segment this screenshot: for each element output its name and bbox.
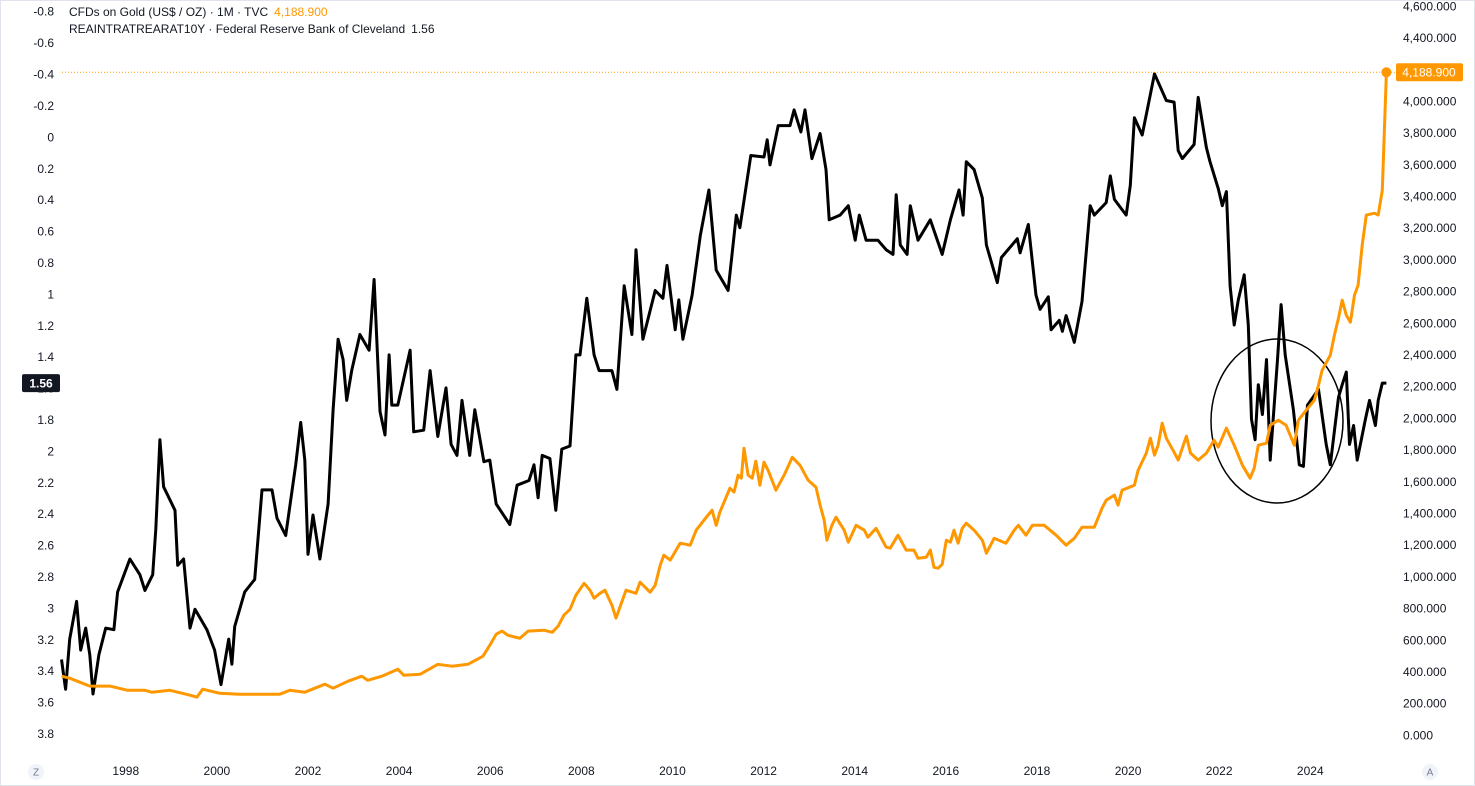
y2-tick-label: 2,200.000 bbox=[1403, 380, 1457, 394]
y2-tick-label: 3,800.000 bbox=[1403, 126, 1457, 140]
y2-tick-label: 1,200.000 bbox=[1403, 538, 1457, 552]
y-tick-label: 0.8 bbox=[37, 256, 54, 270]
y2-tick-label: 2,000.000 bbox=[1403, 411, 1457, 425]
x-tick-label: 2004 bbox=[386, 764, 413, 778]
value-box bbox=[22, 374, 60, 393]
series-line bbox=[61, 72, 1388, 699]
legend-value: 4,188.900 bbox=[274, 5, 328, 19]
value-label: 1.56 bbox=[29, 376, 53, 390]
button-bg[interactable] bbox=[1422, 764, 1438, 780]
y2-tick-label: 400.000 bbox=[1403, 665, 1447, 679]
highlight-circle bbox=[1210, 338, 1344, 504]
y-tick-label: 2 bbox=[47, 444, 54, 458]
button-bg[interactable] bbox=[28, 764, 44, 780]
y-tick-label: 0.4 bbox=[37, 193, 54, 207]
x-tick-label: 2006 bbox=[477, 764, 504, 778]
scale-button[interactable]: Z bbox=[28, 764, 44, 780]
button-label[interactable]: A bbox=[1427, 768, 1434, 779]
x-tick-label: 2024 bbox=[1297, 764, 1324, 778]
y2-tick-label: 3,400.000 bbox=[1403, 190, 1457, 204]
x-tick-label: 2000 bbox=[204, 764, 231, 778]
y-tick-label: 1.8 bbox=[37, 413, 54, 427]
y-tick-label: 1.4 bbox=[37, 350, 54, 364]
y-tick-label: 0.2 bbox=[37, 162, 54, 176]
y-tick-label: -0.4 bbox=[33, 68, 54, 82]
last-point bbox=[1381, 67, 1392, 78]
y-tick-label: 3.2 bbox=[37, 633, 54, 647]
x-tick-label: 2002 bbox=[295, 764, 322, 778]
x-tick-label: 1998 bbox=[112, 764, 139, 778]
y-tick-label: 2.4 bbox=[37, 507, 54, 521]
y-tick-label: 0 bbox=[47, 130, 54, 144]
price-label: 4,188.900 bbox=[1402, 65, 1456, 79]
y-tick-label: 3.4 bbox=[37, 664, 54, 678]
y2-tick-label: 4,400.000 bbox=[1403, 31, 1457, 45]
y2-tick-label: 200.000 bbox=[1403, 697, 1447, 711]
x-tick-label: 2008 bbox=[568, 764, 595, 778]
x-tick-label: 2012 bbox=[750, 764, 777, 778]
y-tick-label: 1 bbox=[47, 287, 54, 301]
y-tick-label: -0.8 bbox=[33, 5, 54, 19]
y2-tick-label: 3,000.000 bbox=[1403, 253, 1457, 267]
y2-tick-label: 2,600.000 bbox=[1403, 316, 1457, 330]
x-tick-label: 2014 bbox=[841, 764, 868, 778]
y-tick-label: 3 bbox=[47, 601, 54, 615]
legend-gold: CFDs on Gold (US$ / OZ) · 1M · TVC 4,188.… bbox=[69, 5, 328, 19]
y2-tick-label: 3,600.000 bbox=[1403, 158, 1457, 172]
y2-tick-label: 800.000 bbox=[1403, 602, 1447, 616]
legend-value: 1.56 bbox=[411, 22, 435, 36]
button-label[interactable]: Z bbox=[33, 768, 39, 779]
x-tick-label: 2022 bbox=[1206, 764, 1233, 778]
y2-tick-label: 1,600.000 bbox=[1403, 475, 1457, 489]
y-tick-label: 3.8 bbox=[37, 727, 54, 741]
x-tick-label: 2010 bbox=[659, 764, 686, 778]
y-tick-label: 2.8 bbox=[37, 570, 54, 584]
y-tick-label: 1.2 bbox=[37, 319, 54, 333]
price-box bbox=[1396, 63, 1463, 82]
y2-tick-label: 2,800.000 bbox=[1403, 285, 1457, 299]
y2-tick-label: 0.000 bbox=[1403, 728, 1433, 742]
y-tick-label: -0.2 bbox=[33, 99, 54, 113]
auto-button[interactable]: A bbox=[1422, 764, 1438, 780]
x-tick-label: 2020 bbox=[1115, 764, 1142, 778]
y2-tick-label: 4,000.000 bbox=[1403, 94, 1457, 108]
x-tick-label: 2016 bbox=[932, 764, 959, 778]
y-tick-label: 3.6 bbox=[37, 696, 54, 710]
y2-tick-label: 600.000 bbox=[1403, 633, 1447, 647]
y-tick-label: 0.6 bbox=[37, 225, 54, 239]
legend-name: REAINTRATREARAT10Y · Federal Reserve Ban… bbox=[69, 22, 405, 36]
x-tick-label: 2018 bbox=[1024, 764, 1051, 778]
y2-tick-label: 1,000.000 bbox=[1403, 570, 1457, 584]
legend-name: CFDs on Gold (US$ / OZ) · 1M · TVC bbox=[69, 5, 268, 19]
series-line bbox=[60, 72, 1387, 696]
y-tick-label: 2.6 bbox=[37, 539, 54, 553]
legend-rate: REAINTRATREARAT10Y · Federal Reserve Ban… bbox=[69, 22, 435, 36]
y2-tick-label: 1,400.000 bbox=[1403, 506, 1457, 520]
y2-tick-label: 2,400.000 bbox=[1403, 348, 1457, 362]
y-tick-label: 2.2 bbox=[37, 476, 54, 490]
y2-tick-label: 3,200.000 bbox=[1403, 221, 1457, 235]
y-tick-label: -0.6 bbox=[33, 36, 54, 50]
y2-tick-label: 1,800.000 bbox=[1403, 443, 1457, 457]
y2-tick-label: 4,600.000 bbox=[1403, 0, 1457, 13]
